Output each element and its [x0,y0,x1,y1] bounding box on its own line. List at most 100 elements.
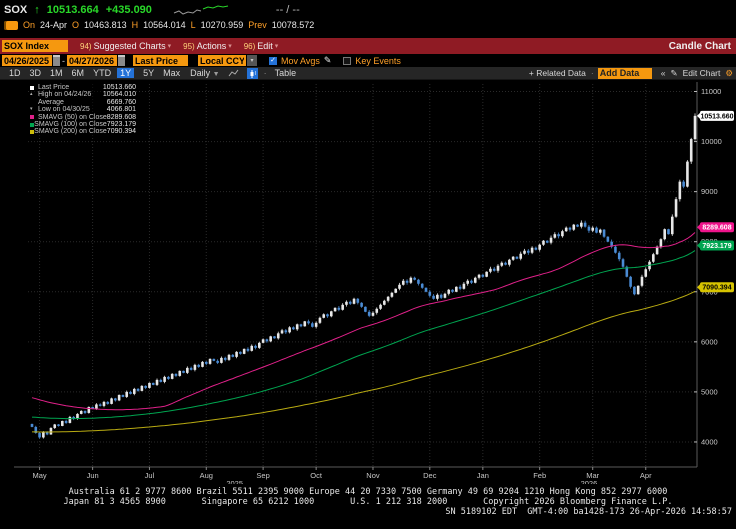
svg-text:2026: 2026 [581,479,598,484]
calendar-icon[interactable] [53,55,60,66]
chevron-down-icon: · [590,68,594,78]
candle-series [30,113,697,439]
mov-avgs-label: Mov Avgs [281,55,320,66]
legend-marker-icon: ▴ [30,91,33,98]
legend-label: High on 04/24/26 [38,91,92,99]
low-label: L [190,20,196,30]
related-data-button[interactable]: + Related Data [528,68,586,78]
menu-edit[interactable]: 96) Edit ▾ [244,41,279,51]
price-mode-select[interactable] [133,55,188,66]
svg-text:5000: 5000 [701,387,718,396]
mov-avgs-checkbox[interactable]: ✓ [269,56,277,65]
prev-label: Prev [248,20,267,30]
svg-text:7923.179: 7923.179 [702,243,731,250]
menu-actions[interactable]: 95) Actions ▾ [183,41,232,51]
prev-value: 10078.572 [271,20,315,30]
period-button-max[interactable]: Max [163,68,181,78]
legend-row[interactable]: SMAVG (100) on Close 7923.179 [30,121,136,128]
svg-text:Dec: Dec [423,471,437,480]
key-events-label: Key Events [355,55,401,66]
chart-legend: Last Price 10513.660 ▴ High on 04/24/26 1056… [30,84,136,136]
key-events-checkbox[interactable] [343,56,352,65]
date-to-input[interactable] [67,55,117,66]
date-from-input[interactable] [2,55,52,66]
menu-label: Edit [257,41,273,51]
edit-pencil-icon[interactable]: ✎ [323,55,332,65]
toolbar-row: 1D 3D 1M 6M YTD 1Y 5Y Max Daily ▼ · Table + Rel… [0,67,736,80]
calendar-icon[interactable] [118,55,125,66]
svg-text:Feb: Feb [533,471,546,480]
chevron-down-icon: ▾ [274,43,279,50]
high-value: 10564.014 [143,20,186,30]
svg-text:Aug: Aug [200,471,213,480]
menu-suggested-charts[interactable]: 94) Suggested Charts ▾ [80,41,171,51]
candle-chart-icon[interactable] [246,67,258,79]
legend-row[interactable]: Average 6669.760 [30,99,136,106]
high-label: H [131,20,139,30]
legend-row[interactable]: ▾ Low on 04/30/25 4066.801 [30,106,136,113]
table-button[interactable]: Table [274,68,297,78]
legend-label: Last Price [38,84,70,91]
period-button-3d[interactable]: 3D [29,68,42,78]
add-data-input[interactable] [597,67,652,79]
more-options-dot[interactable]: · [263,68,267,78]
last-price: 10513.664 [46,4,99,16]
toolbar-right-cluster: + Related Data · « ✎ Edit Chart ⚙ [524,67,733,79]
ticker-symbol: SOX [4,4,28,16]
legend-value: 7923.179 [106,120,136,128]
legend-marker-icon [30,130,34,135]
gear-icon[interactable]: ⚙ [725,67,733,78]
chevron-down-icon[interactable]: ▾ [247,55,257,66]
period-button-5y[interactable]: 5Y [143,68,155,78]
quote-line-1: SOX ↑ 10513.664 +435.090 -- / -- [4,3,300,17]
period-button-1m[interactable]: 1M [50,68,63,78]
legend-value: 6669.760 [106,98,136,106]
session-alert-icon[interactable] [4,20,18,30]
security-input[interactable] [2,40,68,52]
edit-chart-button[interactable]: Edit Chart [682,68,721,78]
price-change: +435.090 [105,4,152,16]
legend-row[interactable]: ▴ High on 04/24/26 10564.010 [30,91,136,98]
frequency-select[interactable]: Daily ▼ [190,68,219,78]
legend-row[interactable]: Last Price 10513.660 [30,84,136,91]
legend-marker-icon [30,85,38,90]
menu-label: Actions [196,41,227,51]
period-button-1d[interactable]: 1D [9,68,21,78]
low-value: 10270.959 [200,20,244,30]
svg-text:Sep: Sep [256,471,269,480]
quote-panel: SOX ↑ 10513.664 +435.090 -- / -- On 24-A… [0,0,736,38]
svg-text:8289.608: 8289.608 [702,225,731,232]
footer-copyright-line: Japan 81 3 4565 8900 Singapore 65 6212 1… [63,497,673,507]
legend-label: SMAVG (50) on Close [38,113,107,121]
menu-num: 96) [243,41,256,51]
svg-text:10000: 10000 [701,137,722,146]
collapse-panel-icon[interactable]: « [660,68,666,78]
legend-row[interactable]: SMAVG (50) on Close 8289.608 [30,114,136,121]
open-label: O [72,20,80,30]
svg-text:6000: 6000 [701,337,718,346]
candle-chart[interactable]: 4000500060007000800090001000011000MayJun… [0,80,736,488]
svg-text:Nov: Nov [366,471,380,480]
legend-row[interactable]: SMAVG (200) on Close 7090.394 [30,128,136,135]
legend-label: SMAVG (200) on Close [34,128,107,136]
currency-select[interactable] [198,55,246,66]
period-button-ytd[interactable]: YTD [93,68,112,78]
period-buttons: 1D 3D 1M 6M YTD 1Y 5Y Max [0,68,180,78]
legend-marker-icon [30,115,38,120]
svg-text:Mar: Mar [586,471,599,480]
period-button-1y[interactable]: 1Y [117,68,135,78]
controls-row: - ▾ ✓ Mov Avgs ✎ Key Events [0,54,736,67]
menu-bar: 94) Suggested Charts ▾ 95) Actions ▾ 96)… [0,38,736,54]
period-button-6m[interactable]: 6M [71,68,85,78]
svg-text:May: May [32,471,46,480]
chart-panel: 4000500060007000800090001000011000MayJun… [0,80,736,488]
footer-contact-line: Australia 61 2 9777 8600 Brazil 5511 239… [68,487,668,497]
sma-line [31,232,696,411]
screen-title: Candle Chart [668,40,731,52]
quote-line-2: On 24-Apr O 10463.813 H 10564.014 L 1027… [4,19,314,31]
svg-text:4000: 4000 [701,437,718,446]
edit-pencil-icon[interactable]: ✎ [670,67,678,78]
line-chart-icon[interactable] [228,68,239,78]
bid-ask-placeholder: -- / -- [275,4,300,16]
